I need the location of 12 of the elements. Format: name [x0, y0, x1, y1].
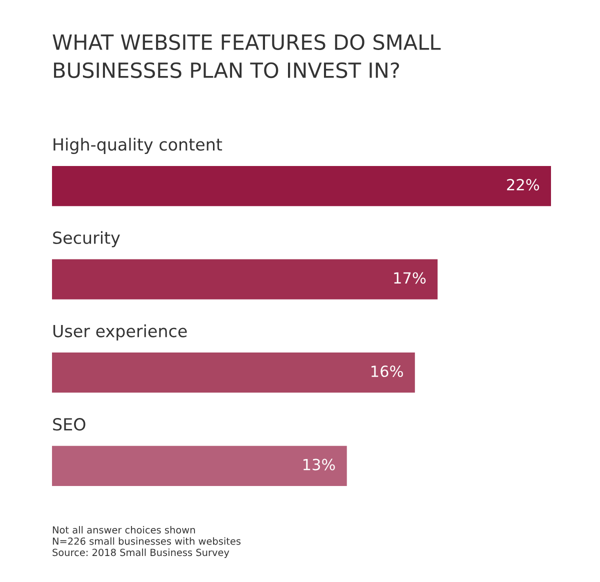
y-tick-label: High-quality content — [54, 138, 222, 154]
y-tick-label: User experience — [53, 324, 187, 341]
data-label: 22% — [507, 178, 540, 190]
source-note: Source: 2018 Small Business Survey — [52, 548, 230, 558]
data-label: 13% — [303, 458, 335, 470]
y-tick-label: Security — [53, 231, 120, 248]
data-label: 16% — [372, 365, 403, 378]
text: Not all answer choices shown — [52, 526, 195, 534]
data-label: 17% — [394, 272, 426, 284]
text: N=226 small businesses with websites — [52, 537, 241, 545]
chart-title: WHAT WEBSITE FEATURES DO SMALL BUSINESSES PLAN TO INVEST IN? — [52, 34, 441, 78]
y-tick-label: SEO — [53, 418, 86, 431]
